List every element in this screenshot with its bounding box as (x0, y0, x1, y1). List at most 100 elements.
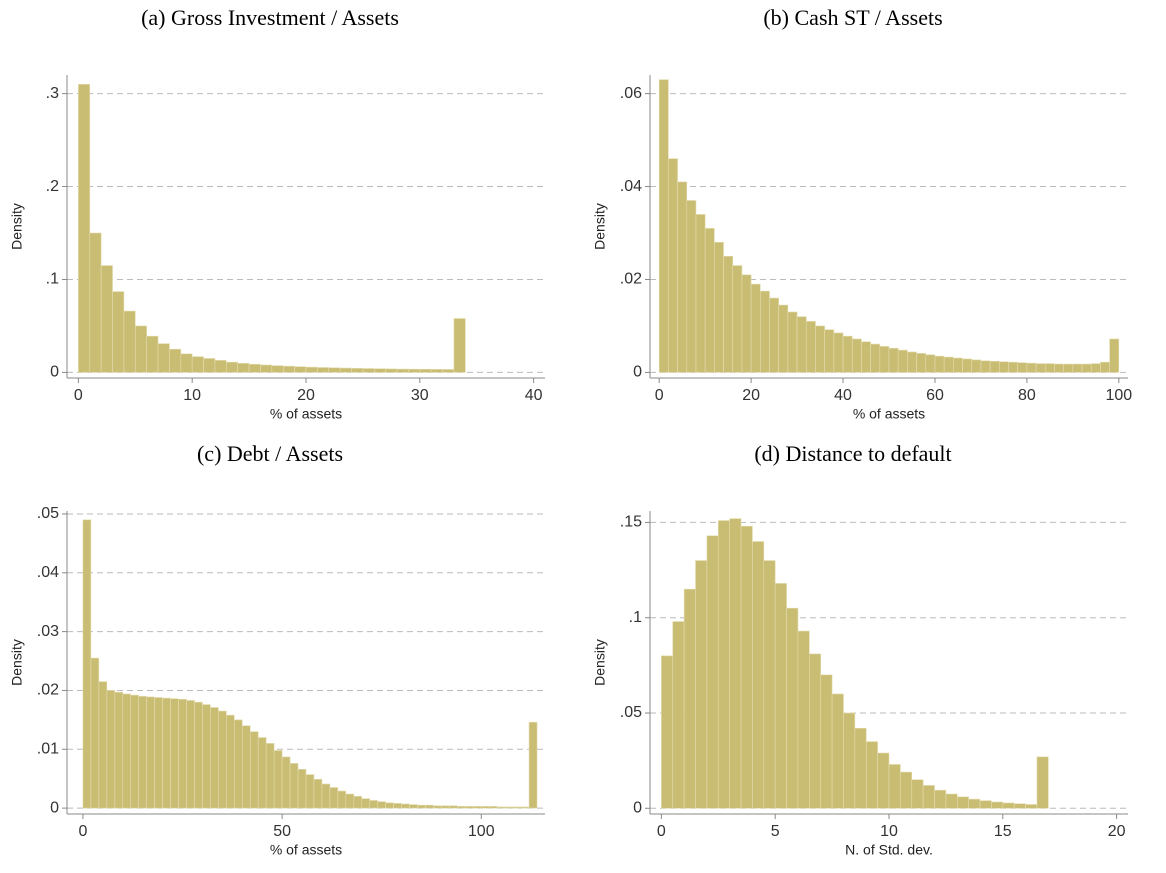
bar (226, 714, 235, 809)
bar (134, 325, 147, 373)
bar (717, 520, 730, 809)
x-tick-label: 40 (525, 387, 543, 404)
bar (453, 318, 466, 373)
bar (861, 341, 871, 373)
bar (1017, 362, 1028, 373)
y-tick-label: .03 (37, 623, 59, 640)
bar (114, 691, 124, 809)
bar (337, 790, 347, 809)
bar (980, 360, 991, 373)
bar (472, 806, 482, 809)
bar (361, 798, 371, 809)
bar (668, 158, 678, 373)
bar (805, 321, 816, 373)
bar (962, 358, 973, 373)
bar (180, 353, 193, 373)
bar (774, 583, 787, 809)
x-tick-label: 40 (834, 387, 852, 404)
x-tick-label: 100 (468, 823, 495, 840)
bar (877, 752, 890, 809)
bar (401, 803, 410, 809)
y-tick-label: .1 (46, 271, 59, 288)
bar (396, 368, 409, 373)
bar (186, 700, 195, 809)
bar (249, 731, 259, 809)
x-tick-label: 30 (411, 387, 429, 404)
bar (934, 789, 947, 809)
bar (1090, 363, 1101, 373)
y-tick-label: .04 (37, 564, 59, 581)
bar (329, 787, 339, 809)
x-axis-label: % of assets (270, 842, 342, 858)
bar (377, 801, 386, 809)
bar (911, 779, 924, 809)
bar (248, 363, 261, 373)
bar (1063, 363, 1074, 373)
bar (1013, 803, 1026, 809)
x-axis-label: N. of Std. dev. (845, 842, 933, 858)
bar (339, 367, 352, 373)
bar (979, 800, 992, 809)
bar (430, 369, 443, 373)
bar (672, 621, 685, 809)
bar (528, 721, 538, 809)
bar (865, 741, 878, 809)
bar (888, 347, 899, 373)
bar (305, 774, 315, 809)
x-tick-label: 5 (771, 823, 780, 840)
y-tick-label: 0 (633, 364, 642, 381)
bar (843, 712, 856, 809)
bar (234, 719, 243, 809)
bar (999, 361, 1009, 373)
bar (328, 367, 341, 373)
x-tick-label: 80 (1018, 387, 1036, 404)
y-tick-label: .05 (620, 704, 642, 721)
bar (321, 783, 331, 809)
panel-title: (b) Cash ST / Assets (763, 5, 942, 30)
bar (237, 363, 250, 373)
bar (203, 358, 216, 373)
bar (815, 325, 825, 373)
bar (178, 698, 187, 809)
bar (294, 366, 307, 373)
bar (457, 806, 466, 809)
bar (1109, 338, 1120, 373)
bar (842, 335, 853, 373)
bar (833, 332, 844, 373)
x-tick-label: 0 (74, 387, 83, 404)
bar (241, 725, 251, 809)
x-tick-label: 20 (1108, 823, 1126, 840)
bar (369, 800, 379, 809)
bar (824, 329, 835, 373)
bar (210, 707, 219, 809)
bar (851, 338, 862, 373)
bar (520, 806, 530, 809)
bar (925, 354, 936, 373)
x-tick-label: 0 (78, 823, 87, 840)
bar (787, 311, 798, 373)
bar (820, 674, 833, 809)
y-tick-label: .02 (620, 271, 642, 288)
x-tick-label: 0 (655, 387, 664, 404)
bar (797, 630, 810, 809)
bar (732, 265, 743, 373)
bar (214, 360, 227, 373)
bar (385, 802, 394, 809)
bar (409, 804, 418, 809)
y-tick-label: .15 (620, 514, 642, 531)
bar (194, 701, 203, 809)
bar (82, 519, 92, 809)
bar (419, 368, 432, 373)
bar (313, 778, 323, 809)
bar (934, 355, 945, 373)
bar (695, 214, 706, 373)
y-tick-label: .01 (37, 741, 59, 758)
x-tick-label: 20 (297, 387, 315, 404)
bar (740, 525, 753, 809)
bar (433, 805, 442, 809)
bar (769, 297, 779, 373)
bar (191, 356, 204, 373)
bar (714, 242, 724, 373)
bar (907, 351, 917, 373)
bar (922, 785, 935, 809)
